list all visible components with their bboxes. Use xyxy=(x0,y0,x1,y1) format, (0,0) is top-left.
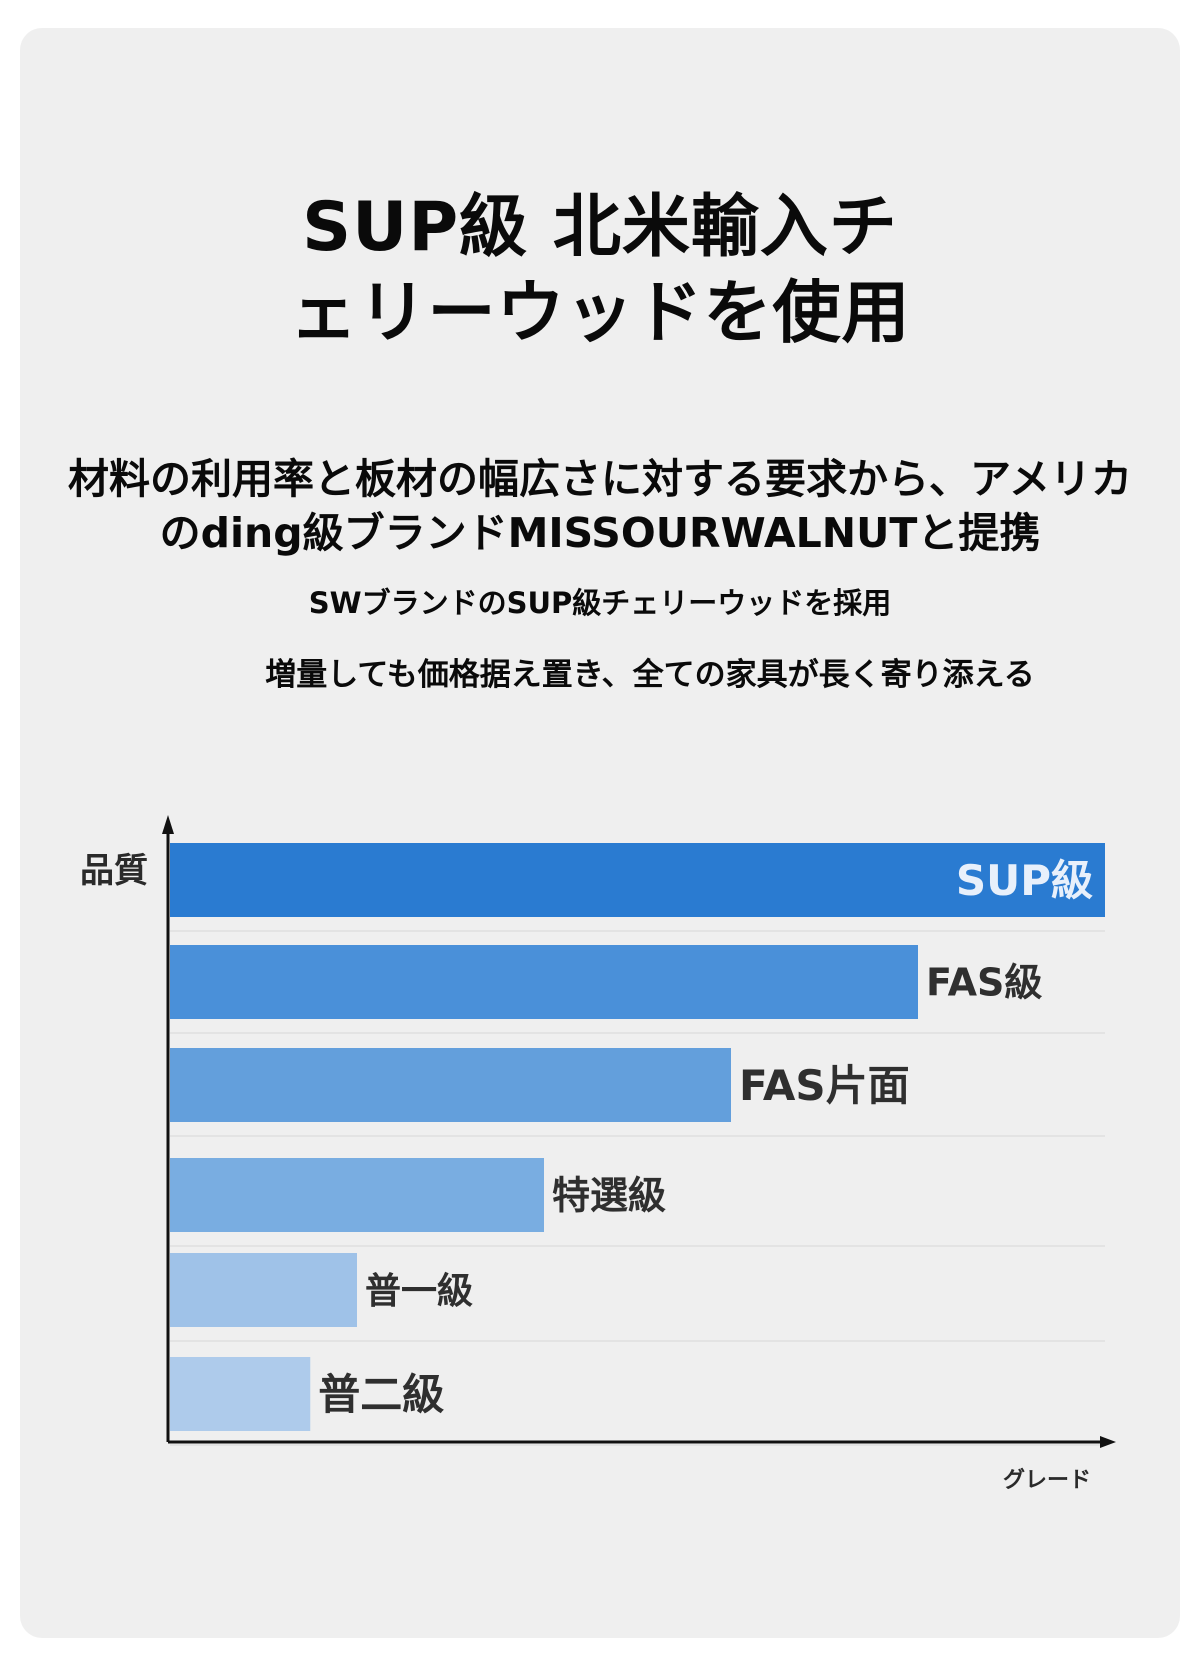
bar-5 xyxy=(170,1253,357,1327)
description-text: 材料の利用率と板材の幅広さに対する要求から、アメリカのding級ブランドMISS… xyxy=(68,455,1132,557)
grid-lines xyxy=(170,930,1105,1446)
bar-4 xyxy=(170,1158,544,1232)
x-axis-label: グレード xyxy=(1003,1467,1091,1493)
bar-label-5: 普一級 xyxy=(365,1271,473,1312)
bars-group xyxy=(170,843,1105,1431)
subline-1: SWブランドのSUP級チェリーウッドを採用 xyxy=(308,586,892,620)
bar-1 xyxy=(170,843,1105,917)
bar-label-3: FAS片面 xyxy=(739,1061,910,1110)
bar-3 xyxy=(170,1048,731,1122)
bar-label-4: 特選級 xyxy=(552,1174,666,1218)
subline-2: 増量しても価格据え置き、全ての家具が長く寄り添える xyxy=(265,657,1035,693)
title-line-2: ェリーウッドを使用 xyxy=(289,274,911,353)
bar-label-1: SUP級 xyxy=(956,856,1093,905)
bar-label-2: FAS級 xyxy=(926,961,1042,1005)
x-axis-arrow xyxy=(1100,1436,1116,1448)
title-line-1: SUP級 北米輸入チ xyxy=(302,188,898,267)
y-axis-label: 品質 xyxy=(80,851,148,891)
bar-6 xyxy=(170,1357,311,1431)
y-axis-arrow xyxy=(162,815,174,834)
bar-2 xyxy=(170,945,918,1019)
bar-label-6: 普二級 xyxy=(318,1370,444,1419)
page-title: SUP級 北米輸入チ ェリーウッドを使用 xyxy=(200,185,1000,357)
axes-group: 品質 グレード xyxy=(80,815,1116,1493)
